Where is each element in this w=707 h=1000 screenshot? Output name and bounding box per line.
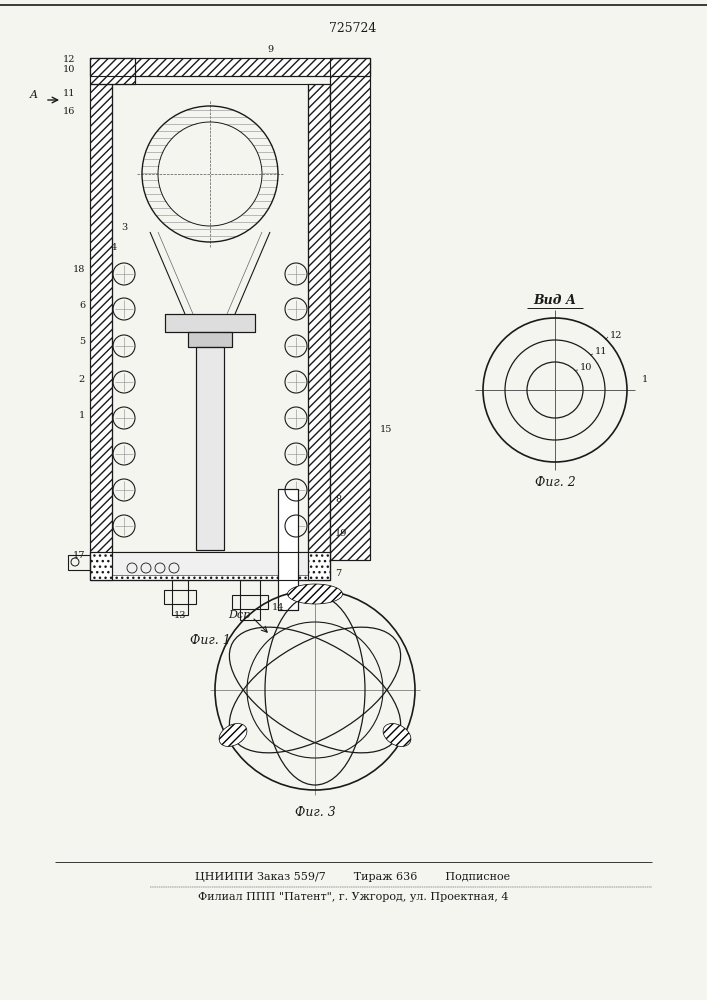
Ellipse shape [383, 724, 411, 746]
Text: 725724: 725724 [329, 21, 377, 34]
Text: 13: 13 [174, 610, 186, 619]
Text: ЦНИИПИ Заказ 559/7        Тираж 636        Подписное: ЦНИИПИ Заказ 559/7 Тираж 636 Подписное [195, 872, 510, 882]
Text: 17: 17 [73, 550, 85, 560]
Bar [188, 332, 232, 347]
Text: 12: 12 [610, 330, 622, 340]
Text: Фиг. 2: Фиг. 2 [534, 476, 575, 488]
Bar [112, 84, 308, 580]
Text: 6: 6 [79, 302, 85, 310]
Text: 15: 15 [380, 426, 392, 434]
Text: 12: 12 [62, 55, 75, 64]
Bar [308, 84, 330, 580]
Bar [278, 489, 298, 610]
Bar [172, 580, 188, 615]
Text: 3: 3 [121, 223, 127, 232]
Bar [278, 489, 298, 610]
Text: 7: 7 [335, 570, 341, 578]
Bar [240, 580, 260, 620]
Bar [112, 552, 308, 575]
Text: A: A [30, 90, 38, 100]
Bar [68, 555, 90, 570]
Text: 11: 11 [595, 348, 607, 357]
Bar [165, 314, 255, 332]
Text: 5: 5 [79, 338, 85, 347]
Bar [188, 332, 232, 347]
Text: 1: 1 [78, 410, 85, 420]
Bar [90, 84, 112, 580]
Text: Вид А: Вид А [534, 294, 576, 306]
Bar [90, 552, 330, 580]
Bar [308, 84, 330, 580]
Bar [330, 58, 370, 560]
Text: Филиал ППП "Патент", г. Ужгород, ул. Проектная, 4: Филиал ППП "Патент", г. Ужгород, ул. Про… [198, 892, 508, 902]
Text: 10: 10 [63, 66, 75, 75]
Bar [90, 58, 370, 76]
Ellipse shape [288, 584, 342, 604]
Text: 14: 14 [272, 603, 284, 612]
Text: 19: 19 [335, 530, 347, 538]
Bar [196, 347, 224, 550]
Text: 16: 16 [63, 107, 75, 116]
Bar [90, 58, 370, 76]
Text: 8: 8 [335, 494, 341, 504]
Bar [90, 84, 112, 580]
Text: 9: 9 [267, 45, 273, 54]
Text: 11: 11 [62, 90, 75, 99]
Bar [165, 314, 255, 332]
Text: Dcp: Dcp [228, 610, 250, 620]
Text: 1: 1 [642, 375, 648, 384]
Bar [164, 590, 196, 604]
Bar [330, 58, 370, 560]
Bar [196, 347, 224, 550]
Text: 4: 4 [111, 242, 117, 251]
Bar [90, 58, 135, 84]
Text: 2: 2 [78, 374, 85, 383]
Bar [90, 58, 135, 84]
Bar [232, 595, 268, 609]
Text: 10: 10 [580, 363, 592, 372]
Ellipse shape [219, 724, 247, 746]
Bar [90, 552, 330, 580]
Text: Фиг. 1: Фиг. 1 [189, 634, 230, 647]
Text: Фиг. 3: Фиг. 3 [295, 806, 335, 818]
Text: 18: 18 [73, 264, 85, 273]
